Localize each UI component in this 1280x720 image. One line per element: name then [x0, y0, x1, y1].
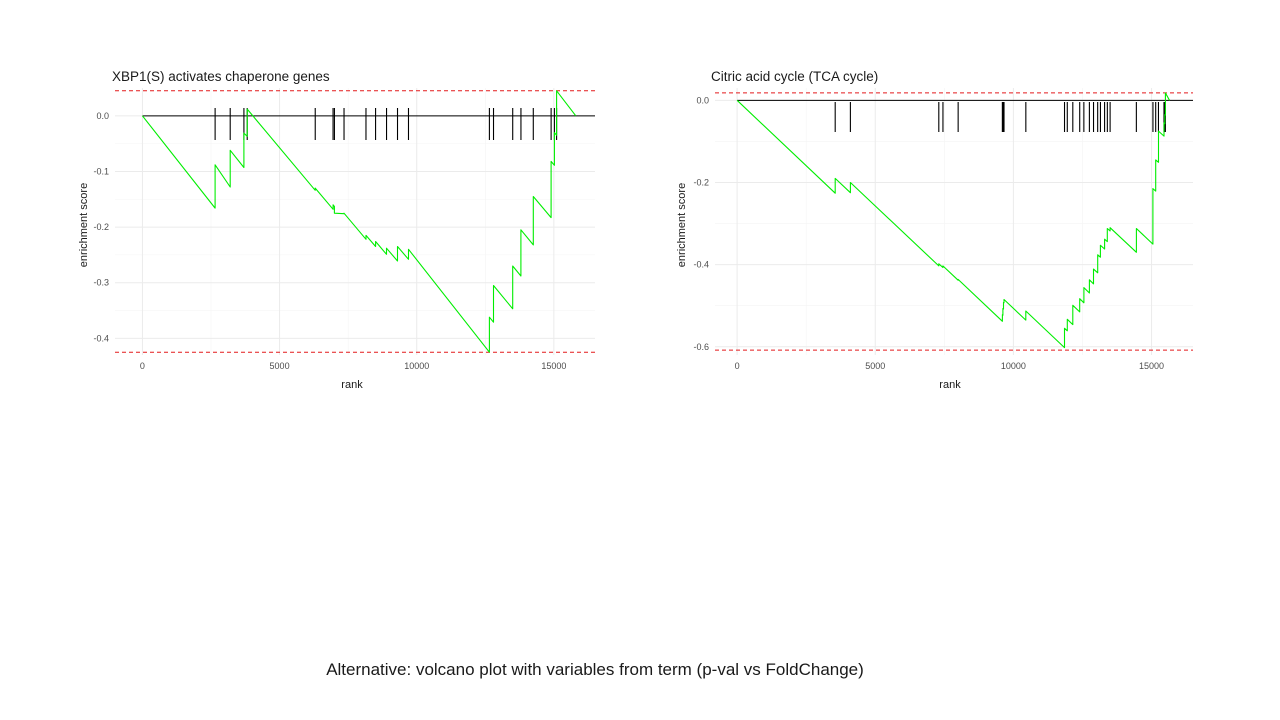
x-tick-label: 5000	[865, 361, 885, 371]
y-tick-label: -0.4	[693, 260, 709, 270]
x-tick-label: 10000	[404, 361, 429, 371]
running-score-line	[736, 92, 1170, 349]
y-tick-label: -0.4	[93, 333, 109, 343]
x-tick-label: 15000	[1139, 361, 1164, 371]
y-tick-label: 0.0	[696, 95, 709, 105]
x-axis-title: rank	[341, 379, 363, 391]
gsea-plot-xbp1: XBP1(S) activates chaperone genes enrich…	[60, 60, 600, 400]
x-tick-label: 10000	[1001, 361, 1026, 371]
y-axis-title: enrichment score	[78, 183, 90, 267]
y-axis-title: enrichment score	[676, 183, 688, 267]
plot-area	[115, 88, 595, 355]
running-score-line	[141, 90, 577, 353]
plot-area	[715, 88, 1193, 355]
y-tick-label: -0.6	[693, 342, 709, 352]
y-tick-label: -0.3	[93, 278, 109, 288]
chart-title: XBP1(S) activates chaperone genes	[112, 69, 330, 84]
chart-title: Citric acid cycle (TCA cycle)	[711, 69, 878, 84]
gsea-plot-svg: XBP1(S) activates chaperone genes enrich…	[78, 69, 595, 391]
gsea-plot-tca: Citric acid cycle (TCA cycle) enrichment…	[660, 60, 1200, 400]
y-tick-label: 0.0	[96, 111, 109, 121]
x-tick-label: 0	[140, 361, 145, 371]
x-tick-label: 15000	[541, 361, 566, 371]
x-tick-label: 0	[735, 361, 740, 371]
x-axis-title: rank	[939, 379, 961, 391]
x-tick-label: 5000	[270, 361, 290, 371]
y-tick-label: -0.2	[93, 222, 109, 232]
gsea-plot-svg: Citric acid cycle (TCA cycle) enrichment…	[676, 69, 1193, 391]
y-tick-label: -0.2	[693, 177, 709, 187]
slide-caption: Alternative: volcano plot with variables…	[326, 660, 864, 679]
y-tick-label: -0.1	[93, 166, 109, 176]
